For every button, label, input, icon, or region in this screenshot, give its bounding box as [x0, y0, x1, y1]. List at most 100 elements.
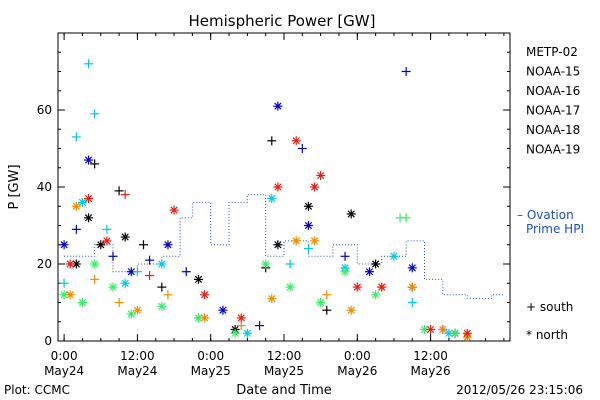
noaa-18-south-point — [90, 274, 100, 284]
noaa-15-north-point — [84, 155, 94, 165]
legend-ovation-line1: – Ovation — [517, 208, 574, 222]
noaa-19-north-point — [310, 182, 320, 192]
noaa-16-south-point — [90, 109, 100, 119]
noaa-16-south-point — [303, 244, 313, 254]
noaa-19-north-point — [273, 182, 283, 192]
marker-stroke — [97, 241, 105, 249]
marker-stroke — [451, 329, 459, 337]
footer-plot-credit: Plot: CCMC — [4, 383, 70, 397]
noaa-18-north-point — [407, 282, 417, 292]
marker-stroke — [121, 233, 129, 241]
noaa-16-south-point — [59, 278, 69, 288]
y-tick-label: 20 — [37, 257, 52, 271]
marker-stroke — [66, 260, 74, 268]
noaa-17-north-point — [90, 259, 100, 269]
noaa-19-north-point — [316, 170, 326, 180]
data-markers — [59, 59, 472, 342]
metp-02-south-point — [114, 186, 124, 196]
noaa-19-north-point — [102, 236, 112, 246]
marker-stroke — [60, 291, 68, 299]
marker-stroke — [127, 268, 135, 276]
x-tick-time-label: 12:00 — [267, 349, 302, 363]
x-tick-time-label: 12:00 — [413, 349, 448, 363]
noaa-16-north-point — [157, 259, 167, 269]
x-tick-time-label: 0:00 — [51, 349, 78, 363]
x-tick-date-label: May26 — [411, 364, 451, 378]
x-tick-date-label: May24 — [117, 364, 157, 378]
marker-stroke — [274, 241, 282, 249]
metp-02-north-point — [84, 213, 94, 223]
marker-stroke — [390, 252, 398, 260]
metp-02-north-point — [193, 274, 203, 284]
marker-stroke — [371, 291, 380, 299]
marker-stroke — [426, 325, 435, 334]
metp-02-south-point — [90, 159, 100, 169]
marker-stroke — [317, 298, 325, 307]
noaa-18-south-point — [114, 298, 124, 307]
x-tick-date-label: May25 — [264, 364, 304, 378]
marker-stroke — [219, 306, 227, 314]
marker-stroke — [109, 283, 117, 291]
marker-stroke — [84, 194, 93, 203]
marker-stroke — [262, 260, 270, 268]
noaa-15-north-point — [365, 267, 375, 277]
marker-stroke — [60, 241, 68, 249]
noaa-17-north-point — [77, 298, 87, 307]
marker-stroke — [231, 329, 239, 337]
legend-entry-noaa-16: NOAA-16 — [526, 84, 580, 98]
marker-stroke — [292, 237, 300, 245]
noaa-15-south-point — [71, 224, 81, 234]
marker-stroke — [347, 210, 355, 218]
x-tick-date-label: May25 — [191, 364, 231, 378]
x-tick-time-label: 0:00 — [344, 349, 371, 363]
noaa-17-north-point — [285, 282, 295, 292]
legend-entry-noaa-19: NOAA-19 — [526, 143, 580, 157]
plot-frame — [57, 32, 511, 342]
x-axis-label: Date and Time — [236, 383, 332, 398]
x-tick-time-label: 12:00 — [120, 349, 155, 363]
marker-stroke — [84, 214, 93, 222]
x-tick-date-label: May26 — [337, 364, 377, 378]
noaa-18-south-point — [322, 290, 332, 300]
marker-stroke — [91, 260, 99, 268]
noaa-15-north-point — [163, 240, 173, 250]
noaa-18-north-point — [132, 305, 142, 315]
marker-stroke — [420, 325, 429, 334]
legend-entry-metp-02: METP-02 — [526, 45, 578, 59]
marker-stroke — [353, 283, 361, 291]
marker-stroke — [200, 291, 209, 299]
metp-02-north-point — [371, 259, 381, 269]
metp-02-north-point — [71, 259, 81, 269]
y-axis-label: P [GW] — [7, 164, 22, 209]
marker-stroke — [341, 268, 349, 276]
noaa-19-south-point — [120, 190, 130, 200]
marker-stroke — [304, 202, 313, 210]
metp-02-south-point — [157, 282, 167, 292]
noaa-19-north-point — [236, 313, 246, 323]
marker-stroke — [439, 325, 447, 334]
y-tick-label: 40 — [37, 180, 52, 194]
noaa-15-north-point — [218, 305, 228, 315]
noaa-18-north-point — [291, 236, 301, 246]
noaa-15-north-point — [303, 221, 313, 230]
y-tick-label: 60 — [37, 103, 52, 117]
noaa-17-north-point — [371, 290, 381, 300]
noaa-18-north-point — [65, 290, 75, 300]
noaa-17-north-point — [261, 259, 271, 269]
marker-stroke — [158, 302, 166, 310]
marker-stroke — [194, 314, 203, 322]
noaa-19-north-point — [84, 194, 94, 204]
noaa-18-north-point — [346, 305, 356, 315]
noaa-17-north-point — [59, 290, 69, 300]
noaa-15-south-point — [340, 251, 350, 261]
noaa-15-south-point — [401, 67, 411, 76]
legend-marker-north: * north — [526, 328, 568, 342]
x-tick-time-label: 0:00 — [197, 349, 224, 363]
noaa-17-north-point — [316, 298, 326, 307]
noaa-19-north-point — [352, 282, 362, 292]
marker-stroke — [158, 260, 166, 268]
marker-stroke — [463, 329, 471, 337]
marker-stroke — [127, 310, 135, 318]
marker-stroke — [274, 102, 282, 110]
